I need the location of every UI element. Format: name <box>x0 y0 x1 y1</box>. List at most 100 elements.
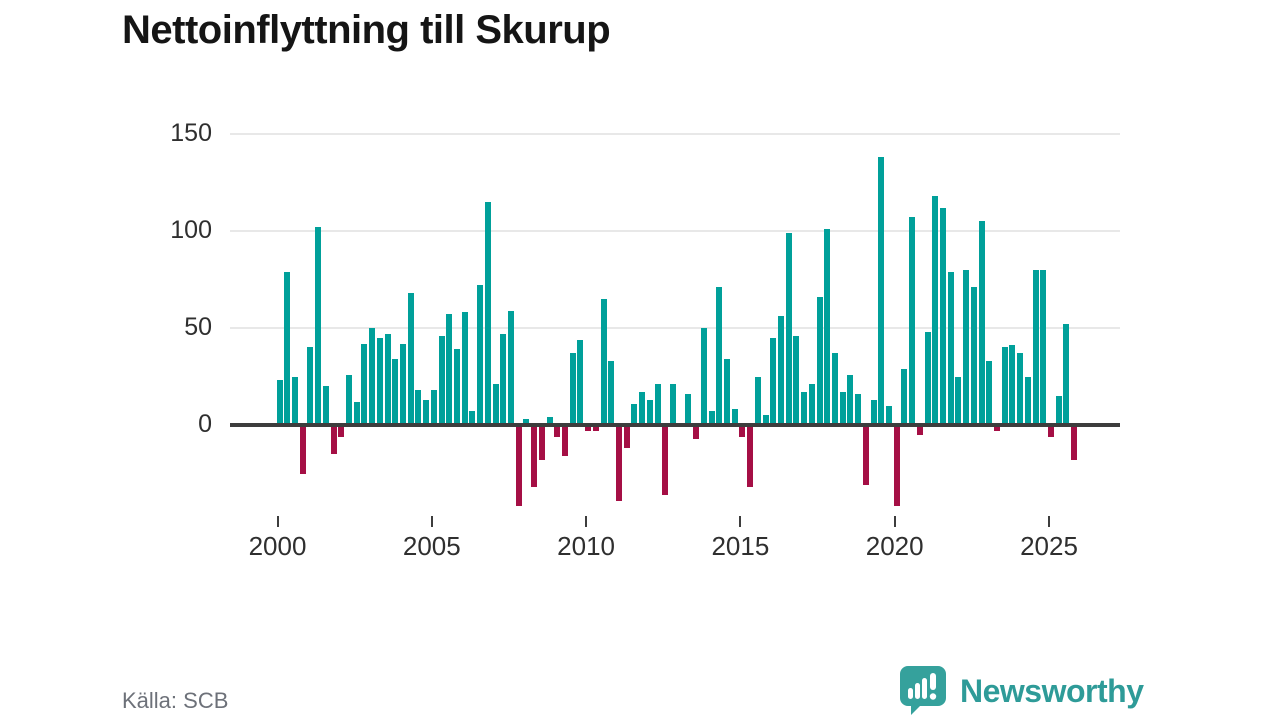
bar-2014-q2 <box>716 287 722 425</box>
bar-2011-q2 <box>624 425 630 449</box>
bar-2016-q4 <box>793 335 799 425</box>
bar-2023-q3 <box>1002 347 1008 425</box>
bar-2011-q1 <box>616 425 622 501</box>
bar-2009-q1 <box>554 425 560 437</box>
bar-2007-q4 <box>516 425 522 507</box>
bar-2010-q3 <box>601 298 607 425</box>
bar-2023-q2 <box>994 425 1000 431</box>
bar-2020-q3 <box>909 217 915 425</box>
bar-2006-q4 <box>485 201 491 425</box>
bar-2025-q3 <box>1063 324 1069 425</box>
bar-2019-q2 <box>871 399 877 425</box>
bar-2009-q3 <box>570 353 576 425</box>
bar-2022-q4 <box>979 221 985 425</box>
bar-2019-q4 <box>886 405 892 425</box>
bar-2003-q1 <box>369 328 375 425</box>
bar-2010-q1 <box>585 425 591 431</box>
bar-2025-q1 <box>1048 425 1054 437</box>
bar-2015-q4 <box>763 415 769 425</box>
bar-2015-q3 <box>755 376 761 425</box>
bar-2022-q2 <box>963 269 969 425</box>
bar-2015-q2 <box>747 425 753 488</box>
gridline-y100 <box>230 230 1120 232</box>
bar-2020-q2 <box>901 368 907 425</box>
bar-2005-q2 <box>439 335 445 425</box>
bar-2000-q2 <box>284 271 290 425</box>
bar-2017-q2 <box>809 384 815 425</box>
x-axis-label-2005: 2005 <box>402 531 461 561</box>
bar-2006-q3 <box>477 285 483 425</box>
bar-2001-q1 <box>307 347 313 425</box>
bar-2012-q4 <box>670 384 676 425</box>
bar-2022-q3 <box>971 287 977 425</box>
bar-2002-q4 <box>361 343 367 425</box>
bar-2015-q1 <box>739 425 745 437</box>
newsworthy-logo: Newsworthy <box>898 664 1144 716</box>
bar-2003-q4 <box>392 359 398 425</box>
bar-2014-q1 <box>709 411 715 425</box>
source-note: Källa: SCB <box>122 688 229 713</box>
bar-2023-q4 <box>1009 345 1015 425</box>
bar-2000-q3 <box>292 376 298 425</box>
bar-2003-q2 <box>377 337 383 425</box>
bar-2007-q3 <box>508 310 514 425</box>
bar-2017-q3 <box>817 296 823 425</box>
bar-2005-q1 <box>431 390 437 425</box>
y-axis-label-50: 50 <box>184 313 212 341</box>
bar-2018-q4 <box>855 393 861 425</box>
bar-2021-q2 <box>932 196 938 425</box>
gridline-y150 <box>230 133 1120 135</box>
x-axis-label-2015: 2015 <box>711 531 770 561</box>
bar-2004-q1 <box>400 343 406 425</box>
bar-2006-q2 <box>469 411 475 425</box>
brand-wordmark: Newsworthy <box>960 672 1144 709</box>
page-title: Nettoinflyttning till Skurup <box>122 8 611 52</box>
bar-2006-q1 <box>462 312 468 425</box>
bar-2007-q2 <box>500 333 506 425</box>
bar-2018-q1 <box>832 353 838 425</box>
bar-2018-q2 <box>840 392 846 425</box>
bar-2019-q1 <box>863 425 869 486</box>
bar-2002-q1 <box>338 425 344 437</box>
x-axis-tick-2000 <box>276 516 279 527</box>
bar-2024-q3 <box>1033 269 1039 425</box>
bar-2011-q3 <box>631 403 637 425</box>
bar-2020-q1 <box>894 425 900 507</box>
x-axis-tick-2010 <box>585 516 588 527</box>
bar-2021-q1 <box>925 331 931 425</box>
bar-2013-q3 <box>693 425 699 439</box>
bar-chart-speech-bubble-icon <box>900 666 946 715</box>
bar-2018-q3 <box>847 374 853 425</box>
x-axis-label-2025: 2025 <box>1020 531 1078 561</box>
y-axis-label-0: 0 <box>198 410 212 438</box>
bar-2020-q4 <box>917 425 923 435</box>
x-axis-label-2010: 2010 <box>557 531 616 561</box>
bar-2002-q2 <box>346 374 352 425</box>
bar-2021-q4 <box>948 271 954 425</box>
gridline-y50 <box>230 327 1120 329</box>
bar-2024-q1 <box>1017 353 1023 425</box>
bar-2023-q1 <box>986 360 992 425</box>
bar-2025-q4 <box>1071 425 1077 460</box>
bar-2014-q3 <box>724 359 730 425</box>
bar-2003-q3 <box>385 333 391 425</box>
bar-2019-q3 <box>878 157 884 425</box>
bar-2013-q4 <box>701 328 707 425</box>
bar-2008-q2 <box>531 425 537 488</box>
bar-2017-q4 <box>824 229 830 425</box>
x-axis-tick-2005 <box>430 516 433 527</box>
bar-2008-q1 <box>523 419 529 425</box>
bar-2012-q3 <box>662 425 668 495</box>
bar-2010-q2 <box>593 425 599 431</box>
bar-2005-q4 <box>454 349 460 425</box>
x-axis-zero-line <box>230 423 1120 427</box>
bar-2025-q2 <box>1056 395 1062 425</box>
bar-2009-q2 <box>562 425 568 457</box>
bar-2000-q4 <box>300 425 306 474</box>
bar-2004-q3 <box>415 390 421 425</box>
bar-2012-q1 <box>647 399 653 425</box>
x-axis-tick-2020 <box>893 516 896 527</box>
bar-2021-q3 <box>940 207 946 425</box>
bar-2004-q2 <box>408 293 414 425</box>
